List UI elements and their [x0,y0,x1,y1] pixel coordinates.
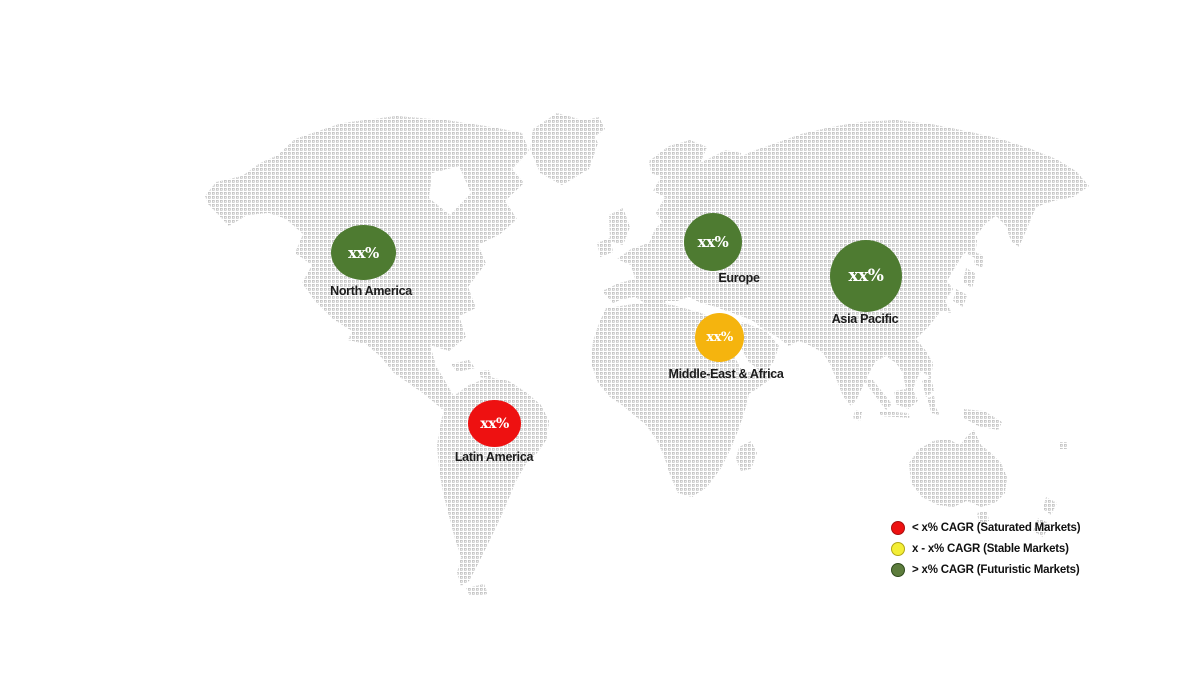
island-cuba [451,360,475,372]
island-philippines [922,377,935,409]
legend-label-futuristic: > x% CAGR (Futuristic Markets) [912,564,1080,576]
legend-item-futuristic: > x% CAGR (Futuristic Markets) [891,563,1080,577]
island-new-zealand-south [1033,518,1051,537]
region-bubble-europe: xx% [684,213,742,271]
region-label-latin-america: Latin America [454,450,534,464]
region-bubble-north-america: xx% [331,225,396,280]
island-java [879,411,910,418]
legend-item-saturated: < x% CAGR (Saturated Markets) [891,521,1081,535]
region-value-latin-america: xx% [480,415,509,432]
island-japan-mid [963,268,976,288]
island-new-guinea [963,409,1002,430]
continent-south-america [437,377,549,586]
legend-marker-green-circle-icon [891,563,905,577]
island-sri-lanka [853,410,862,421]
region-bubble-asia-pacific: xx% [830,240,902,312]
island-uk [609,208,630,245]
island-ireland [597,238,613,257]
region-label-north-america: North America [330,284,412,298]
legend-label-stable: x - x% CAGR (Stable Markets) [912,543,1069,555]
region-bubble-latin-america: xx% [468,400,521,447]
island-tasmania [977,511,989,523]
legend-label-saturated: < x% CAGR (Saturated Markets) [912,522,1081,534]
region-label-middle-east-africa: Middle-East & Africa [668,367,784,381]
region-value-middle-east-africa: xx% [706,330,733,345]
peninsula-arabia [737,322,779,373]
island-japan-north [974,252,984,268]
legend-item-stable: x - x% CAGR (Stable Markets) [891,542,1080,556]
region-label-asia-pacific: Asia Pacific [831,312,899,326]
island-japan-south [953,289,967,307]
island-sulawesi [927,396,940,415]
island-sumatra [864,379,892,410]
region-value-asia-pacific: xx% [848,266,884,286]
region-label-europe: Europe [718,271,760,285]
region-value-europe: xx% [697,233,729,251]
island-borneo [894,388,918,409]
island-sakhalin [968,237,977,258]
island-hispaniola [479,370,491,378]
continent-australia [909,430,1007,507]
legend: < x% CAGR (Saturated Markets) x - x% CAG… [891,521,1081,577]
island-new-zealand-north [1043,497,1057,515]
legend-marker-red-circle-icon [891,521,905,535]
island-madagascar [736,441,757,471]
legend-marker-yellow-circle-icon [891,542,905,556]
island-iceland [578,117,605,139]
island-tierra-del-fuego [466,584,488,596]
region-bubble-middle-east-africa: xx% [695,313,744,362]
peninsula-scandinavia [649,140,741,225]
island-fiji [1060,442,1067,449]
region-value-north-america: xx% [348,243,379,262]
